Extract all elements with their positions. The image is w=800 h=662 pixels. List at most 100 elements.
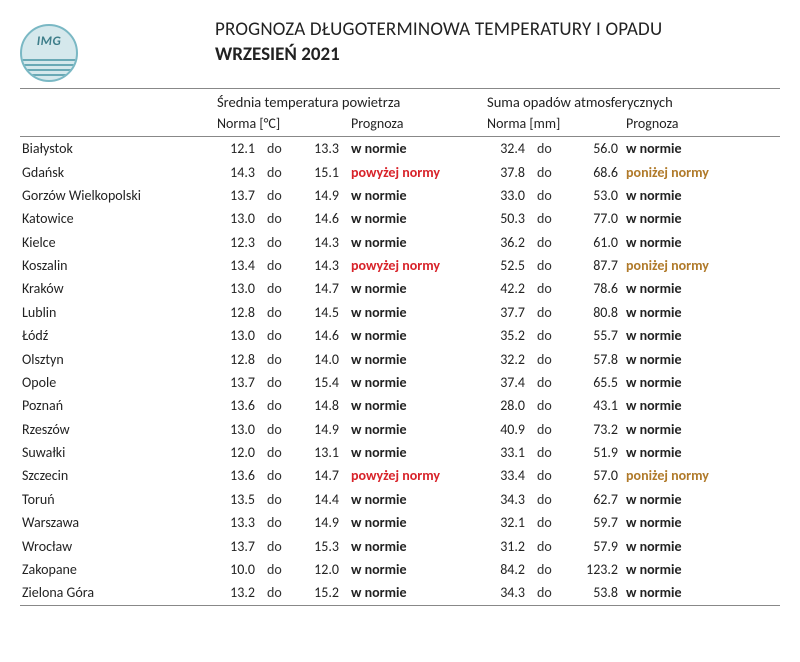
cell-temp-low: 12.8 <box>215 347 265 370</box>
cell-temp-forecast: w normie <box>349 207 477 230</box>
cell-do: do <box>535 324 569 347</box>
table-row: Olsztyn12.8do14.0w normie32.2do57.8w nor… <box>20 347 780 370</box>
cell-do: do <box>265 324 299 347</box>
cell-city: Rzeszów <box>20 418 215 441</box>
cell-precip-low: 32.4 <box>485 137 535 161</box>
cell-precip-low: 40.9 <box>485 418 535 441</box>
cell-temp-low: 13.0 <box>215 277 265 300</box>
cell-temp-low: 13.4 <box>215 254 265 277</box>
cell-precip-low: 42.2 <box>485 277 535 300</box>
cell-precip-high: 43.1 <box>569 394 624 417</box>
cell-precip-low: 33.0 <box>485 184 535 207</box>
cell-precip-high: 87.7 <box>569 254 624 277</box>
cell-temp-high: 14.9 <box>299 184 349 207</box>
cell-precip-forecast: w normie <box>624 137 780 161</box>
cell-do: do <box>535 277 569 300</box>
cell-temp-high: 14.7 <box>299 464 349 487</box>
cell-city: Zakopane <box>20 558 215 581</box>
cell-do: do <box>535 488 569 511</box>
cell-temp-forecast: powyżej normy <box>349 464 477 487</box>
cell-do: do <box>265 464 299 487</box>
table-row: Kraków13.0do14.7w normie42.2do78.6w norm… <box>20 277 780 300</box>
cell-city: Gorzów Wielkopolski <box>20 184 215 207</box>
cell-precip-high: 123.2 <box>569 558 624 581</box>
cell-precip-high: 73.2 <box>569 418 624 441</box>
cell-do: do <box>265 534 299 557</box>
cell-precip-forecast: poniżej normy <box>624 254 780 277</box>
cell-temp-low: 13.2 <box>215 581 265 605</box>
table-row: Katowice13.0do14.6w normie50.3do77.0w no… <box>20 207 780 230</box>
cell-temp-high: 14.0 <box>299 347 349 370</box>
cell-temp-low: 13.7 <box>215 371 265 394</box>
table-row: Zielona Góra13.2do15.2w normie34.3do53.8… <box>20 581 780 605</box>
cell-precip-high: 57.9 <box>569 534 624 557</box>
cell-precip-high: 65.5 <box>569 371 624 394</box>
table-column-header: Norma [°C] Prognoza Norma [mm] Prognoza <box>20 113 780 137</box>
cell-temp-forecast: w normie <box>349 277 477 300</box>
cell-do: do <box>265 371 299 394</box>
cell-temp-low: 13.7 <box>215 534 265 557</box>
table-row: Toruń13.5do14.4w normie34.3do62.7w normi… <box>20 488 780 511</box>
cell-city: Łódź <box>20 324 215 347</box>
cell-temp-low: 12.1 <box>215 137 265 161</box>
cell-temp-high: 13.3 <box>299 137 349 161</box>
cell-precip-high: 78.6 <box>569 277 624 300</box>
cell-temp-high: 14.5 <box>299 301 349 324</box>
cell-precip-low: 34.3 <box>485 488 535 511</box>
cell-city: Olsztyn <box>20 347 215 370</box>
cell-precip-high: 55.7 <box>569 324 624 347</box>
cell-do: do <box>535 464 569 487</box>
cell-temp-forecast: powyżej normy <box>349 160 477 183</box>
cell-city: Koszalin <box>20 254 215 277</box>
cell-precip-low: 32.2 <box>485 347 535 370</box>
cell-temp-forecast: w normie <box>349 231 477 254</box>
cell-do: do <box>265 254 299 277</box>
cell-precip-high: 51.9 <box>569 441 624 464</box>
cell-temp-forecast: w normie <box>349 441 477 464</box>
col-group-temperature: Średnia temperatura powietrza <box>215 89 477 114</box>
cell-temp-high: 14.4 <box>299 488 349 511</box>
cell-precip-low: 50.3 <box>485 207 535 230</box>
cell-temp-low: 13.3 <box>215 511 265 534</box>
cell-city: Kielce <box>20 231 215 254</box>
cell-temp-forecast: w normie <box>349 558 477 581</box>
cell-temp-low: 13.7 <box>215 184 265 207</box>
cell-temp-high: 14.3 <box>299 254 349 277</box>
logo-icon: IMG <box>20 24 78 82</box>
cell-precip-low: 37.7 <box>485 301 535 324</box>
cell-temp-forecast: w normie <box>349 184 477 207</box>
cell-temp-high: 14.9 <box>299 418 349 441</box>
forecast-table: Średnia temperatura powietrza Suma opadó… <box>20 88 780 606</box>
cell-precip-high: 53.8 <box>569 581 624 605</box>
cell-precip-forecast: poniżej normy <box>624 464 780 487</box>
cell-precip-low: 33.4 <box>485 464 535 487</box>
table-body: Białystok12.1do13.3w normie32.4do56.0w n… <box>20 137 780 606</box>
cell-precip-forecast: w normie <box>624 301 780 324</box>
cell-temp-high: 14.7 <box>299 277 349 300</box>
cell-city: Gdańsk <box>20 160 215 183</box>
cell-precip-forecast: w normie <box>624 231 780 254</box>
cell-city: Suwałki <box>20 441 215 464</box>
table-row: Poznań13.6do14.8w normie28.0do43.1w norm… <box>20 394 780 417</box>
cell-precip-forecast: w normie <box>624 534 780 557</box>
col-header-precip-norm: Norma [mm] <box>485 113 624 137</box>
cell-precip-forecast: w normie <box>624 347 780 370</box>
table-row: Wrocław13.7do15.3w normie31.2do57.9w nor… <box>20 534 780 557</box>
cell-precip-low: 33.1 <box>485 441 535 464</box>
col-header-temp-norm: Norma [°C] <box>215 113 349 137</box>
table-row: Warszawa13.3do14.9w normie32.1do59.7w no… <box>20 511 780 534</box>
cell-precip-forecast: w normie <box>624 581 780 605</box>
table-row: Łódź13.0do14.6w normie35.2do55.7w normie <box>20 324 780 347</box>
cell-temp-forecast: w normie <box>349 511 477 534</box>
cell-do: do <box>535 558 569 581</box>
cell-precip-forecast: w normie <box>624 371 780 394</box>
cell-do: do <box>265 581 299 605</box>
cell-do: do <box>265 301 299 324</box>
cell-precip-high: 68.6 <box>569 160 624 183</box>
cell-temp-low: 12.8 <box>215 301 265 324</box>
cell-do: do <box>265 511 299 534</box>
cell-precip-forecast: w normie <box>624 394 780 417</box>
logo-text: IMG <box>37 34 62 49</box>
cell-temp-forecast: w normie <box>349 534 477 557</box>
cell-city: Katowice <box>20 207 215 230</box>
